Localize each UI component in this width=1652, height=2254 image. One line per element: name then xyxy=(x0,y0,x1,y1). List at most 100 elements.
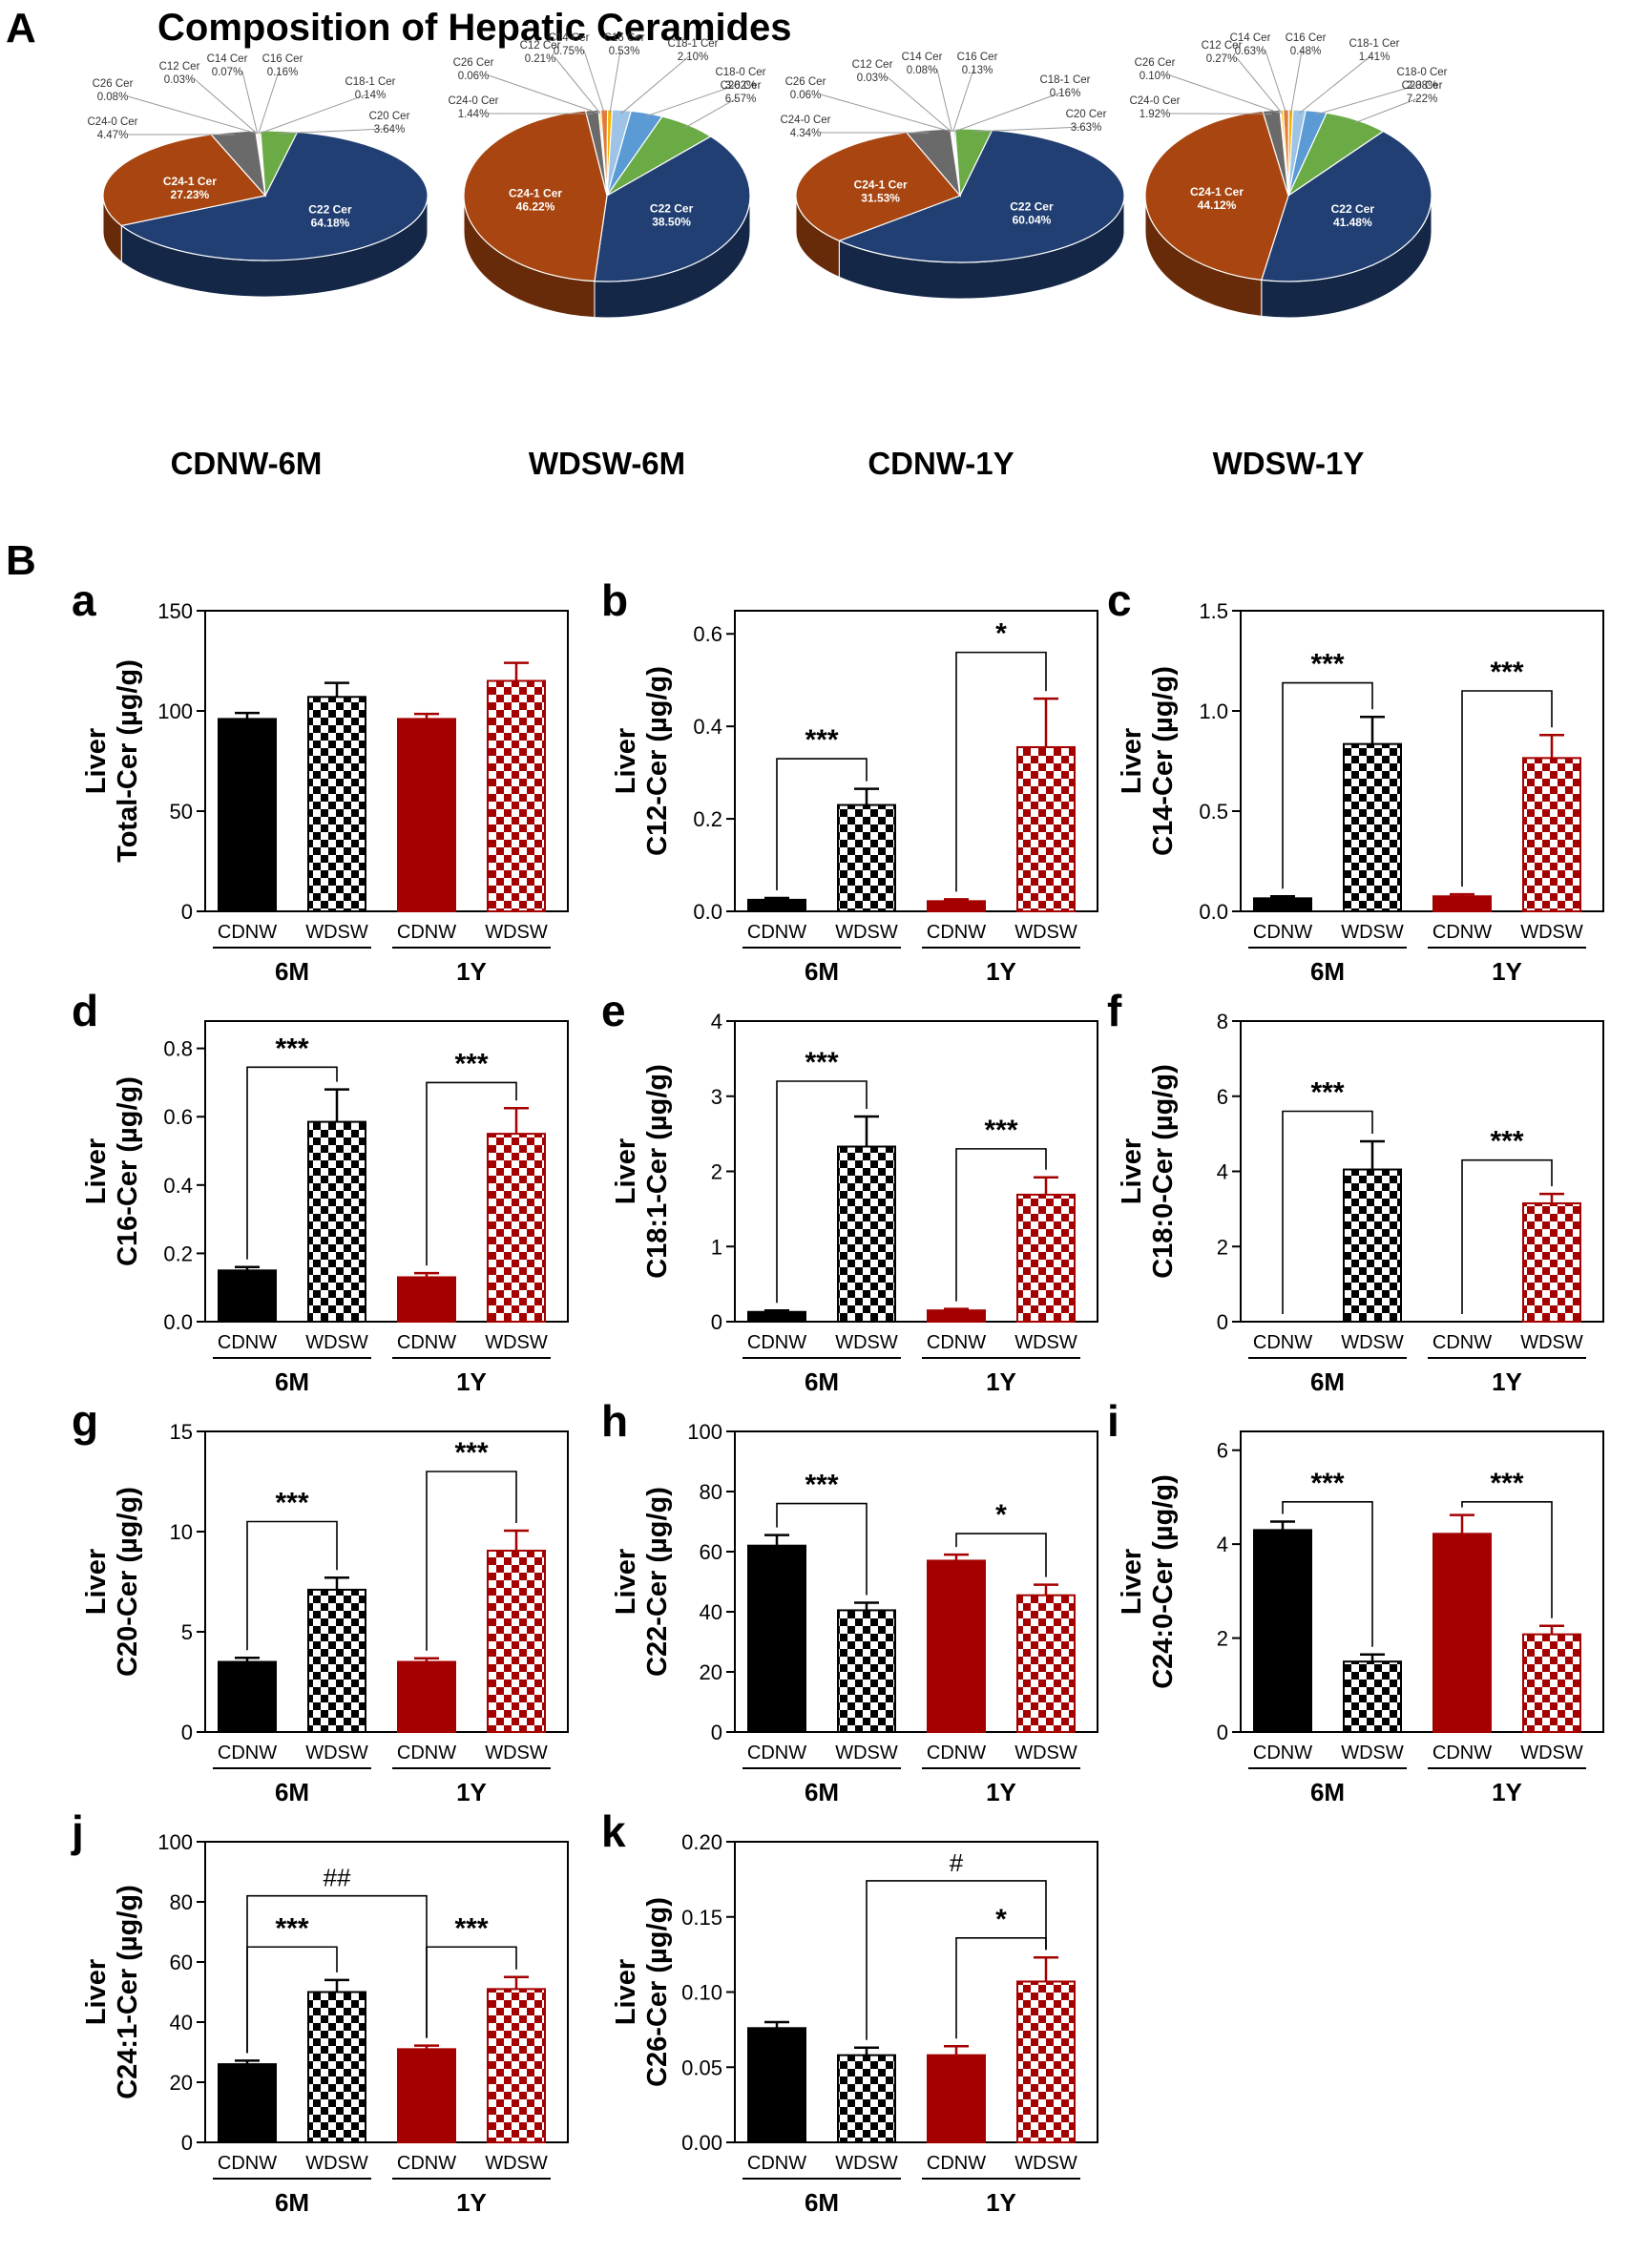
pie-inner-label: C24-1 Cer xyxy=(509,186,562,199)
pie-callout-label: C12 Cer xyxy=(159,61,200,73)
y-tick-label: 0 xyxy=(181,2131,193,2155)
pie-inner-value: 46.22% xyxy=(516,199,555,213)
y-axis-label-line2: C14-Cer (µg/g) xyxy=(1148,666,1179,856)
y-tick-label: 0.10 xyxy=(681,1981,722,2005)
pie-callout-value: 0.63% xyxy=(1235,46,1266,57)
x-category-label: WDSW xyxy=(1520,1743,1583,1764)
bar-wdsw xyxy=(487,1133,546,1323)
pie-leader-line xyxy=(952,69,974,133)
bar-wdsw xyxy=(1522,1633,1581,1733)
pie-callout-label: C26 Cer xyxy=(93,78,134,90)
pie-slice xyxy=(119,131,429,261)
pie-leader-line xyxy=(488,74,599,115)
pie-inner-value: 41.48% xyxy=(1333,216,1372,229)
pie-callout-label: C24-0 Cer xyxy=(448,95,498,107)
pie-slice xyxy=(584,109,608,197)
x-category-label: CDNW xyxy=(218,1743,277,1764)
group-label: 1Y xyxy=(986,1778,1016,1806)
y-axis-label-line2: Total-Cer (µg/g) xyxy=(113,659,143,863)
pie-leader-line xyxy=(194,78,258,135)
significance-label: *** xyxy=(275,1488,308,1519)
pie-callout-value: 0.06% xyxy=(790,90,822,101)
y-tick-label: 0.2 xyxy=(163,1242,193,1265)
y-tick-label: 2 xyxy=(1217,1235,1228,1259)
bar-cdnw xyxy=(747,2027,806,2144)
pie-group-label: CDNW-1Y xyxy=(868,446,1014,481)
y-axis-label-line1: Liver xyxy=(611,1138,641,1204)
pie-callout-value: 0.75% xyxy=(554,46,585,57)
y-tick-label: 0 xyxy=(711,1721,722,1744)
pie-callout-label: C14 Cer xyxy=(902,52,943,63)
plot-frame xyxy=(204,1841,569,2143)
chart-e: e 0 1 2 3 4 Liver C18:1-Cer (µg/g) CDNW WDSW CDNW W… xyxy=(601,986,1098,1396)
chart-g: g 0 5 10 15 Liver C20-Cer (µg/g) CDNW WDSW CDNW WD… xyxy=(72,1396,569,1806)
pie-group-label: CDNW-6M xyxy=(171,446,323,481)
y-tick-label: 0 xyxy=(1217,1310,1228,1334)
group-label: 1Y xyxy=(986,2188,1016,2217)
pie-leader-line xyxy=(684,97,738,129)
pie-callout-label: C18-1 Cer xyxy=(1039,74,1090,86)
chart-c: c 0.0 0.5 1.0 1.5 Liver C14-Cer (µg/g) CDNW WDSW… xyxy=(1107,575,1604,986)
pie-callout-label: C26 Cer xyxy=(453,57,494,69)
pie-inner-label: C22 Cer xyxy=(1010,199,1054,213)
y-tick-label: 0.00 xyxy=(681,2131,722,2155)
pie-callout-label: C18-1 Cer xyxy=(345,76,395,88)
significance-label: *** xyxy=(1490,657,1523,688)
x-category-label: CDNW xyxy=(218,922,277,943)
pie-callout-value: 2.10% xyxy=(678,52,709,63)
bar-wdsw xyxy=(837,1609,896,1734)
bar-wdsw xyxy=(1343,742,1402,913)
x-category-label: WDSW xyxy=(1341,1332,1404,1353)
pie-slice xyxy=(102,134,267,227)
panel-letter: e xyxy=(601,986,626,1035)
significance-label: * xyxy=(995,1904,1007,1935)
bar-cdnw xyxy=(1253,1529,1312,1733)
significance-bracket xyxy=(246,1066,338,1260)
pie-leader-line xyxy=(241,71,259,134)
pie-callout-label: C16 Cer xyxy=(262,53,303,65)
panel-letter: g xyxy=(72,1396,98,1446)
plot-frame xyxy=(204,610,569,912)
bar-cdnw xyxy=(218,718,277,913)
group-label: 1Y xyxy=(1492,957,1522,986)
panel-letter: h xyxy=(601,1396,628,1446)
significance-label: *** xyxy=(1310,649,1344,680)
pie-leader-line xyxy=(1265,50,1287,114)
pie-callout-value: 1.44% xyxy=(458,109,490,120)
y-tick-label: 0.4 xyxy=(163,1174,193,1198)
x-category-label: CDNW xyxy=(1253,922,1312,943)
significance-bracket xyxy=(776,1080,868,1304)
bar-cdnw xyxy=(747,1310,806,1323)
pie-callout-label: C20 Cer xyxy=(721,80,762,92)
y-tick-label: 20 xyxy=(700,1660,722,1684)
x-category-label: WDSW xyxy=(1341,922,1404,943)
plot-frame xyxy=(1240,1430,1604,1733)
x-category-label: WDSW xyxy=(1341,1743,1404,1764)
y-tick-label: 10 xyxy=(170,1520,193,1544)
significance-label: *** xyxy=(984,1115,1017,1146)
y-tick-label: 3 xyxy=(711,1085,722,1109)
x-category-label: WDSW xyxy=(1014,1743,1077,1764)
pie-inner-value: 64.18% xyxy=(311,216,350,229)
significance-label: ## xyxy=(324,1864,351,1892)
y-tick-label: 150 xyxy=(157,599,193,623)
significance-bracket xyxy=(955,1533,1047,1577)
y-tick-label: 1.5 xyxy=(1199,599,1228,623)
pie-leader-line xyxy=(1236,57,1283,115)
y-axis-label-line2: C12-Cer (µg/g) xyxy=(642,666,673,856)
x-category-label: CDNW xyxy=(1432,922,1492,943)
x-category-label: CDNW xyxy=(1253,1332,1312,1353)
pie-inner-label: C24-1 Cer xyxy=(163,175,217,188)
x-category-label: WDSW xyxy=(305,1743,368,1764)
group-label: 6M xyxy=(1310,1367,1345,1396)
bar-wdsw xyxy=(487,679,546,912)
pie-inner-value: 44.12% xyxy=(1198,198,1237,212)
group-label: 6M xyxy=(275,1367,309,1396)
x-category-label: WDSW xyxy=(485,922,548,943)
pie-callout-value: 7.22% xyxy=(1407,94,1438,105)
panel-a-title: Composition of Hepatic Ceramides xyxy=(157,7,792,49)
panel-letter: c xyxy=(1107,575,1132,625)
y-tick-label: 4 xyxy=(1217,1160,1228,1184)
